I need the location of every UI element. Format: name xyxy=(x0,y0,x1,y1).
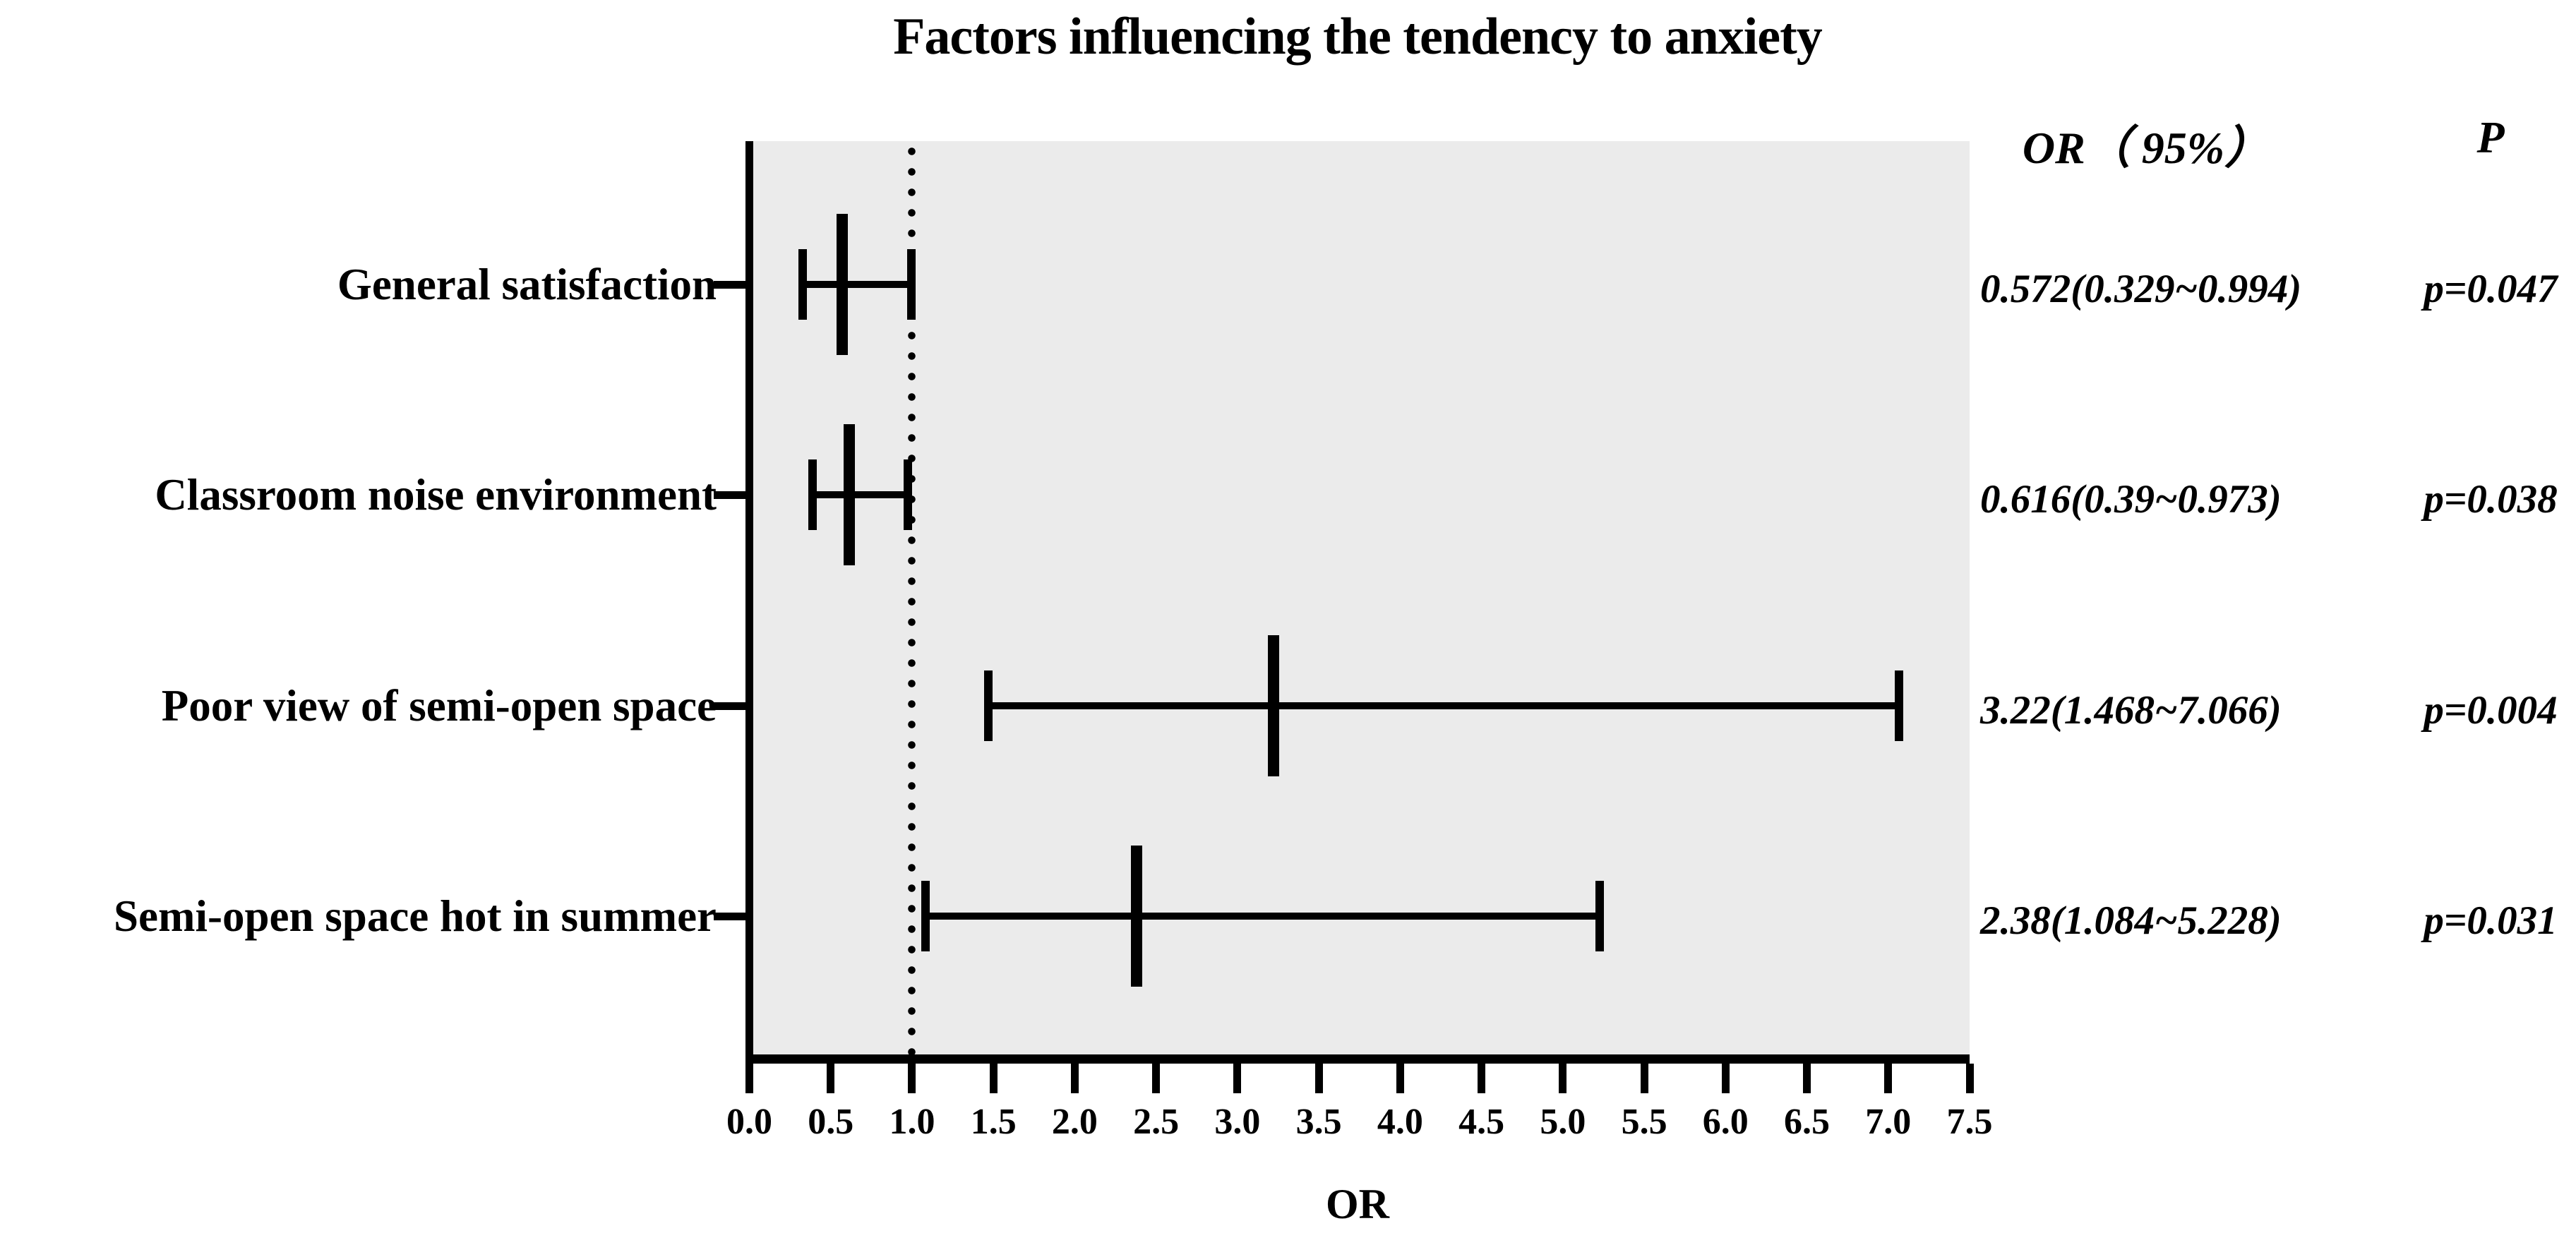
or-ci-value: 2.38(1.084~5.228) xyxy=(1980,898,2282,943)
chart-title: Factors influencing the tendency to anxi… xyxy=(893,8,1823,66)
p-value: p=0.031 xyxy=(2424,898,2558,943)
x-tick xyxy=(1233,1064,1242,1093)
or-point-marker xyxy=(1131,846,1142,987)
x-tick xyxy=(1803,1064,1811,1093)
x-tick xyxy=(1640,1064,1648,1093)
x-tick xyxy=(1559,1064,1567,1093)
ci-line xyxy=(803,281,911,288)
x-tick-label: 0.0 xyxy=(726,1102,772,1142)
x-tick-label: 1.5 xyxy=(970,1102,1017,1142)
ci-high-cap xyxy=(906,249,916,320)
x-tick-label: 4.5 xyxy=(1458,1102,1505,1142)
category-label: Semi-open space hot in summer xyxy=(114,891,717,941)
or-point-marker xyxy=(837,214,849,355)
x-tick-label: 3.5 xyxy=(1295,1102,1342,1142)
category-label: Classroom noise environment xyxy=(155,469,717,519)
ci-line xyxy=(813,491,908,498)
x-axis-label: OR xyxy=(1326,1181,1389,1227)
ci-high-cap xyxy=(1894,670,1903,741)
plot-area xyxy=(745,141,1970,1054)
or-ci-value: 0.572(0.329~0.994) xyxy=(1980,266,2302,311)
ci-low-cap xyxy=(808,459,817,530)
category-label: General satisfaction xyxy=(337,259,717,309)
x-tick xyxy=(908,1064,916,1093)
x-tick xyxy=(745,1064,753,1093)
x-tick xyxy=(1070,1064,1079,1093)
x-tick xyxy=(989,1064,998,1093)
x-tick-label: 3.0 xyxy=(1214,1102,1261,1142)
x-tick-label: 1.0 xyxy=(889,1102,935,1142)
ci-low-cap xyxy=(798,249,808,320)
category-label: Poor view of semi-open space xyxy=(161,680,717,730)
x-tick-label: 2.0 xyxy=(1051,1102,1098,1142)
x-tick-label: 2.5 xyxy=(1133,1102,1180,1142)
x-tick xyxy=(1884,1064,1893,1093)
or-point-marker xyxy=(1267,635,1279,776)
x-tick xyxy=(1965,1064,1974,1093)
ci-line xyxy=(988,702,1899,709)
x-tick-label: 7.0 xyxy=(1865,1102,1912,1142)
ci-line xyxy=(925,913,1600,920)
x-tick-label: 4.0 xyxy=(1377,1102,1423,1142)
p-value: p=0.038 xyxy=(2424,476,2558,522)
x-tick-label: 5.5 xyxy=(1621,1102,1667,1142)
ci-high-cap xyxy=(1595,881,1605,951)
x-tick-label: 7.5 xyxy=(1946,1102,1993,1142)
category-tick xyxy=(714,491,745,499)
x-axis-line xyxy=(745,1054,1970,1064)
x-tick xyxy=(1721,1064,1730,1093)
x-tick xyxy=(827,1064,835,1093)
p-value: p=0.047 xyxy=(2424,266,2558,311)
or-ci-value: 0.616(0.39~0.973) xyxy=(1980,476,2282,522)
x-tick xyxy=(1314,1064,1323,1093)
category-tick xyxy=(714,702,745,710)
x-tick xyxy=(1152,1064,1161,1093)
ci-low-cap xyxy=(921,881,930,951)
p-column-header: P xyxy=(2476,112,2505,162)
ci-high-cap xyxy=(903,459,912,530)
reference-line-or-1 xyxy=(908,141,916,1054)
x-tick-label: 0.5 xyxy=(808,1102,854,1142)
or-ci-value: 3.22(1.468~7.066) xyxy=(1980,687,2282,733)
or-ci-column-header: OR（ 95%） xyxy=(2022,123,2270,173)
category-tick xyxy=(714,912,745,920)
x-tick-label: 6.5 xyxy=(1784,1102,1831,1142)
p-value: p=0.004 xyxy=(2424,687,2558,733)
x-tick xyxy=(1396,1064,1404,1093)
ci-low-cap xyxy=(983,670,993,741)
category-tick xyxy=(714,280,745,289)
x-tick xyxy=(1478,1064,1486,1093)
x-tick-label: 6.0 xyxy=(1702,1102,1749,1142)
x-tick-label: 5.0 xyxy=(1540,1102,1586,1142)
or-point-marker xyxy=(844,424,856,565)
y-axis-line xyxy=(745,141,753,1064)
